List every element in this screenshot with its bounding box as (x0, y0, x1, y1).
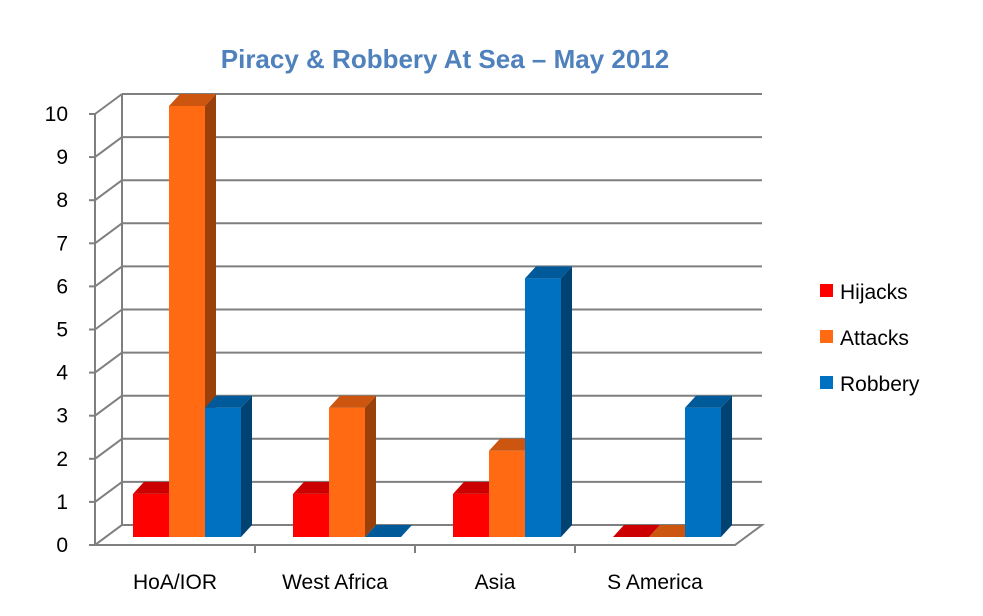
y-tick-label: 4 (56, 362, 68, 385)
legend-swatch (820, 376, 833, 389)
bar-side (721, 395, 732, 537)
bar-side (365, 395, 376, 537)
x-tick-label: S America (607, 571, 703, 594)
bar-top (613, 525, 660, 537)
bar (205, 407, 241, 537)
y-tick-label: 2 (56, 448, 68, 471)
legend-label: Attacks (840, 327, 909, 350)
bar-top (525, 266, 572, 279)
bar-side (241, 395, 252, 537)
bar-top (133, 481, 180, 494)
x-tick-label: HoA/IOR (133, 571, 217, 594)
x-tick-label: Asia (475, 571, 516, 594)
bar (133, 493, 169, 537)
bar-top (489, 438, 536, 451)
bar (685, 407, 721, 537)
bar-top (649, 525, 696, 537)
bar (169, 106, 205, 537)
bar-top (329, 395, 376, 408)
gridline-side (94, 481, 123, 503)
bar (293, 493, 329, 537)
chart-title: Piracy & Robbery At Sea – May 2012 (220, 44, 670, 74)
bar-top (293, 481, 340, 494)
y-tick-label: 9 (56, 146, 68, 169)
bar-top (365, 525, 412, 537)
bar (525, 278, 561, 537)
gridline-side (94, 265, 123, 288)
bar-top (685, 395, 732, 408)
bar (489, 450, 525, 537)
legend-swatch (820, 330, 833, 343)
bar-top (453, 481, 500, 494)
gridline-side (94, 222, 123, 245)
bar-side (561, 266, 572, 537)
bar (329, 407, 365, 537)
y-tick-label: 10 (45, 103, 68, 126)
y-tick-label: 6 (56, 275, 68, 298)
legend-label: Hijacks (840, 281, 908, 304)
y-tick-label: 7 (56, 232, 68, 255)
gridline-side (94, 394, 123, 417)
y-tick-label: 5 (56, 319, 68, 342)
y-tick-label: 0 (56, 534, 68, 557)
gridline-side (94, 351, 123, 374)
legend-label: Robbery (840, 373, 920, 396)
legend-swatch (820, 284, 833, 297)
gridline-side (94, 179, 123, 202)
y-tick-label: 1 (56, 491, 68, 514)
gridline-side (94, 308, 123, 331)
bar-top (205, 395, 252, 408)
gridline-side (94, 136, 123, 158)
y-tick-label: 3 (56, 405, 68, 428)
bar (453, 493, 489, 537)
bar-top (169, 94, 216, 106)
gridline-side (94, 437, 123, 460)
gridline-side (94, 93, 123, 115)
x-tick-label: West Africa (282, 571, 388, 594)
y-tick-label: 8 (56, 189, 68, 212)
